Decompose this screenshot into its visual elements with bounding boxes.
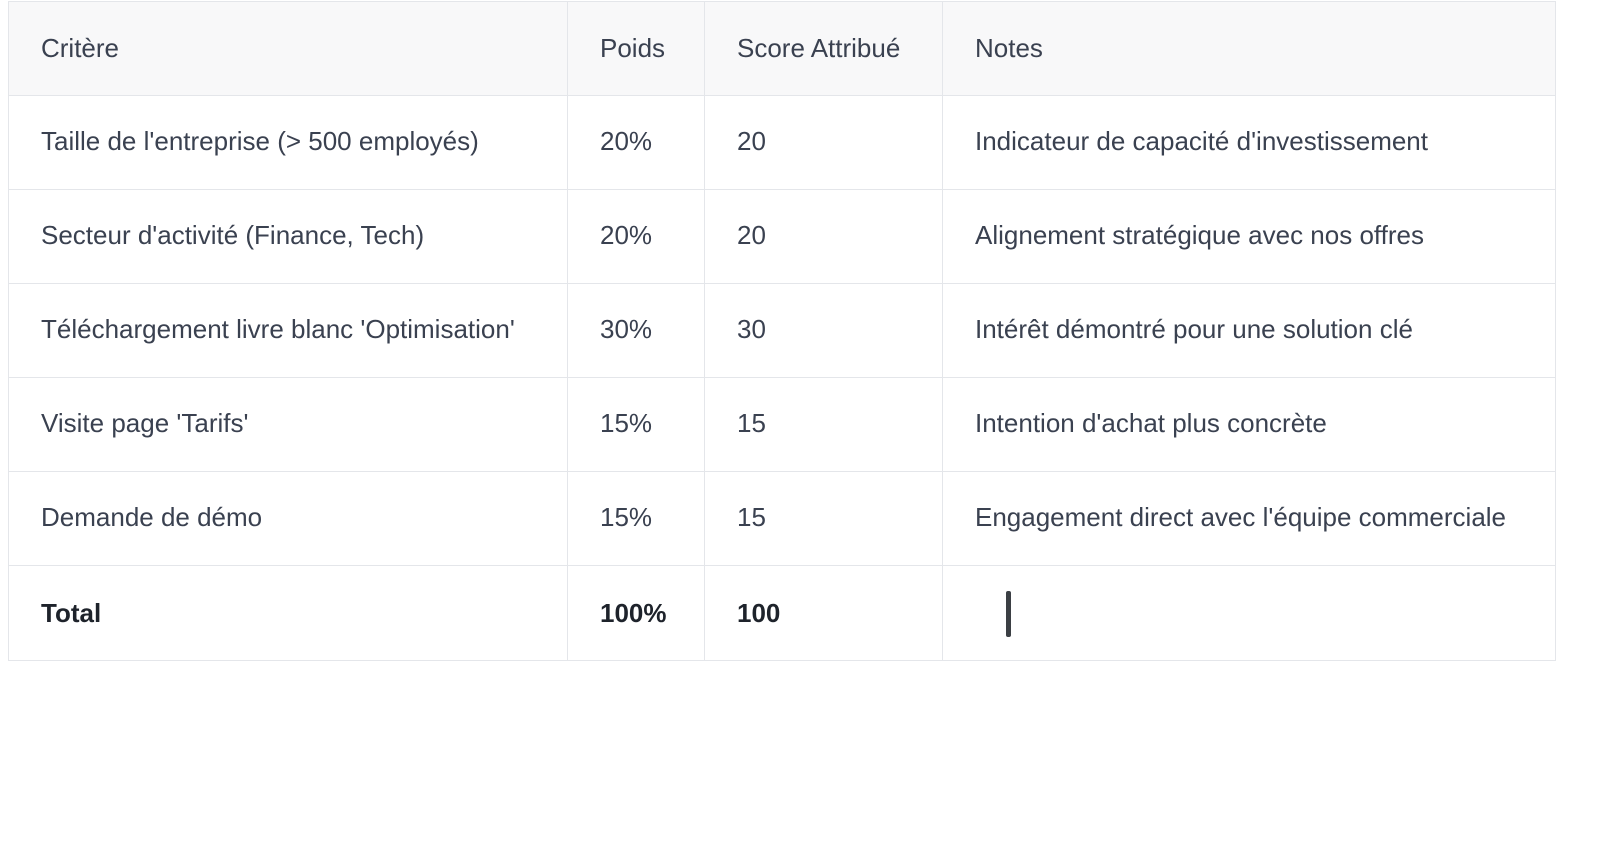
cell-notes[interactable]: Alignement stratégique avec nos offres: [942, 189, 1556, 284]
table-header: Critère Poids Score Attribué Notes: [8, 1, 1556, 96]
cell-notes[interactable]: Intérêt démontré pour une solution clé: [942, 283, 1556, 378]
total-notes-cell[interactable]: [942, 564, 1556, 662]
cell-poids[interactable]: 20%: [567, 189, 705, 284]
cell-score[interactable]: 15: [704, 377, 943, 472]
table-row: Taille de l'entreprise (> 500 employés) …: [8, 95, 1556, 190]
cell-critere[interactable]: Visite page 'Tarifs': [8, 377, 568, 472]
header-poids: Poids: [567, 1, 705, 96]
header-score-attribue: Score Attribué: [704, 1, 943, 96]
cell-score[interactable]: 15: [704, 471, 943, 566]
header-row: Critère Poids Score Attribué Notes: [8, 1, 1556, 96]
cell-poids[interactable]: 15%: [567, 377, 705, 472]
table-row: Téléchargement livre blanc 'Optimisation…: [8, 283, 1556, 378]
total-score[interactable]: 100: [704, 564, 943, 662]
table-body: Taille de l'entreprise (> 500 employés) …: [8, 95, 1556, 662]
cell-critere[interactable]: Secteur d'activité (Finance, Tech): [8, 189, 568, 284]
cell-notes[interactable]: Engagement direct avec l'équipe commerci…: [942, 471, 1556, 566]
total-row: Total 100% 100: [8, 564, 1556, 662]
header-notes: Notes: [942, 1, 1556, 96]
cell-score[interactable]: 30: [704, 283, 943, 378]
cell-critere[interactable]: Taille de l'entreprise (> 500 employés): [8, 95, 568, 190]
table-row: Visite page 'Tarifs' 15% 15 Intention d'…: [8, 377, 1556, 472]
table-row: Secteur d'activité (Finance, Tech) 20% 2…: [8, 189, 1556, 284]
cell-notes[interactable]: Intention d'achat plus concrète: [942, 377, 1556, 472]
total-weight[interactable]: 100%: [567, 564, 705, 662]
cell-poids[interactable]: 30%: [567, 283, 705, 378]
lead-scoring-table: Critère Poids Score Attribué Notes Taill…: [8, 1, 1556, 662]
cell-poids[interactable]: 20%: [567, 95, 705, 190]
cell-notes[interactable]: Indicateur de capacité d'investissement: [942, 95, 1556, 190]
table-row: Demande de démo 15% 15 Engagement direct…: [8, 471, 1556, 566]
cell-score[interactable]: 20: [704, 189, 943, 284]
header-critere: Critère: [8, 1, 568, 96]
text-cursor: [1006, 591, 1011, 638]
cell-poids[interactable]: 15%: [567, 471, 705, 566]
cell-critere[interactable]: Téléchargement livre blanc 'Optimisation…: [8, 283, 568, 378]
total-label[interactable]: Total: [8, 564, 568, 662]
cell-score[interactable]: 20: [704, 95, 943, 190]
scoring-table-container: Critère Poids Score Attribué Notes Taill…: [8, 1, 1556, 662]
cell-critere[interactable]: Demande de démo: [8, 471, 568, 566]
